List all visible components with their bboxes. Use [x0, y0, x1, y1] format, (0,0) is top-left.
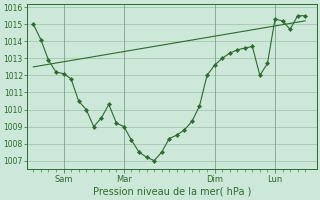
- X-axis label: Pression niveau de la mer( hPa ): Pression niveau de la mer( hPa ): [92, 187, 251, 197]
